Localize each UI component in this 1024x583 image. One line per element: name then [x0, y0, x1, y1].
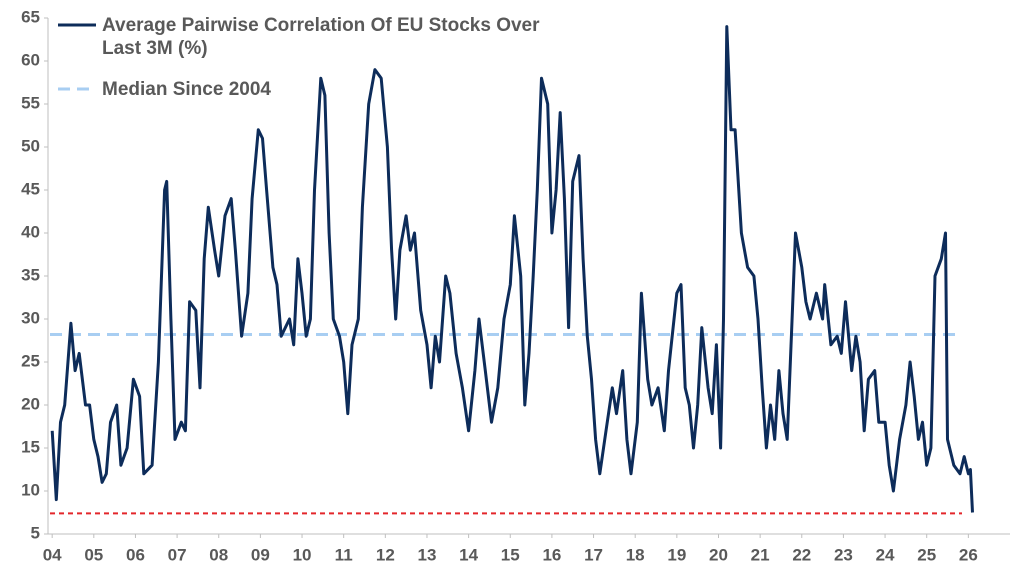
series-line [50, 25, 974, 513]
y-tick-label: 60 [21, 50, 40, 69]
x-tick-label: 07 [168, 545, 187, 564]
y-tick-label: 65 [21, 7, 40, 26]
y-tick-label: 45 [21, 179, 40, 198]
legend-item: Average Pairwise Correlation Of EU Stock… [58, 14, 572, 60]
legend-swatch [58, 23, 96, 27]
x-tick-label: 20 [709, 545, 728, 564]
y-tick-label: 10 [21, 480, 40, 499]
x-tick-label: 12 [376, 545, 395, 564]
x-tick-label: 10 [293, 545, 312, 564]
y-tick-label: 5 [31, 523, 40, 542]
y-tick-label: 50 [21, 136, 40, 155]
x-tick-label: 05 [84, 545, 103, 564]
y-tick-label: 35 [21, 265, 40, 284]
y-tick-label: 30 [21, 308, 40, 327]
legend-item: Median Since 2004 [58, 78, 572, 101]
x-tick-label: 06 [126, 545, 145, 564]
x-tick-label: 08 [209, 545, 228, 564]
x-tick-label: 21 [751, 545, 770, 564]
x-tick-label: 23 [834, 545, 853, 564]
x-tick-label: 19 [667, 545, 686, 564]
y-tick-label: 25 [21, 351, 40, 370]
x-tick-label: 18 [626, 545, 645, 564]
x-tick-label: 14 [459, 545, 478, 564]
x-tick-label: 11 [335, 545, 353, 564]
x-tick-label: 13 [418, 545, 437, 564]
y-tick-label: 15 [21, 437, 40, 456]
x-tick-label: 16 [542, 545, 561, 564]
y-tick-label: 55 [21, 93, 40, 112]
x-tick-label: 25 [917, 545, 936, 564]
y-tick-label: 40 [21, 222, 40, 241]
y-tick-label: 20 [21, 394, 40, 413]
x-tick-label: 17 [584, 545, 603, 564]
x-tick-label: 26 [959, 545, 978, 564]
legend-swatch [58, 87, 96, 91]
x-tick-label: 22 [792, 545, 811, 564]
x-tick-label: 09 [251, 545, 270, 564]
legend-label: Average Pairwise Correlation Of EU Stock… [102, 15, 540, 59]
legend-label: Median Since 2004 [102, 79, 271, 100]
x-tick-label: 15 [501, 545, 520, 564]
x-tick-label: 04 [43, 545, 62, 564]
x-tick-label: 24 [876, 545, 895, 564]
